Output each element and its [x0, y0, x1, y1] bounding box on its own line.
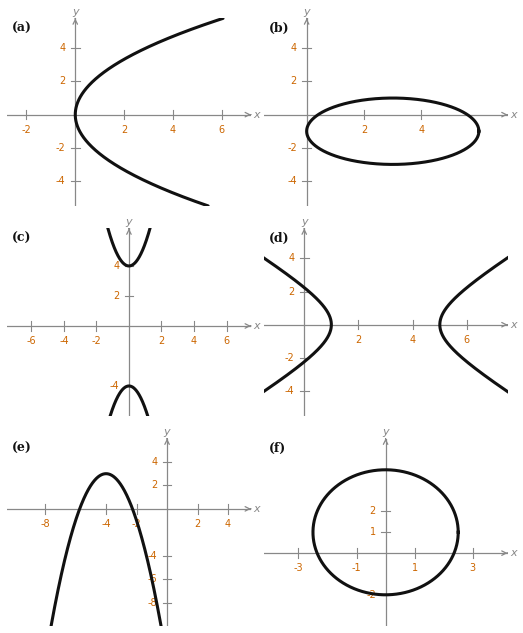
Text: 2: 2 — [113, 291, 119, 301]
Text: -6: -6 — [27, 336, 36, 346]
Text: -8: -8 — [148, 598, 157, 608]
Text: (d): (d) — [268, 232, 289, 245]
Text: -4: -4 — [101, 519, 111, 529]
Text: y: y — [126, 216, 132, 227]
Text: (e): (e) — [12, 442, 32, 455]
Text: 2: 2 — [370, 506, 376, 517]
Text: 3: 3 — [470, 563, 476, 573]
Text: y: y — [164, 427, 170, 437]
Text: -4: -4 — [148, 551, 157, 561]
Text: y: y — [382, 427, 389, 437]
Text: 2: 2 — [59, 77, 65, 87]
Text: (b): (b) — [268, 22, 289, 35]
Text: x: x — [510, 320, 517, 330]
Text: y: y — [301, 216, 308, 227]
Text: 4: 4 — [289, 253, 294, 263]
Text: 2: 2 — [355, 335, 361, 345]
Text: 4: 4 — [291, 43, 297, 53]
Text: (c): (c) — [12, 232, 31, 245]
Text: 2: 2 — [288, 287, 294, 296]
Text: -2: -2 — [92, 336, 101, 346]
Text: 2: 2 — [121, 125, 127, 135]
Text: x: x — [253, 504, 260, 514]
Text: 2: 2 — [151, 480, 157, 491]
Text: 2: 2 — [195, 519, 201, 529]
Text: -2: -2 — [287, 143, 297, 153]
Text: (f): (f) — [268, 442, 286, 455]
Text: 1: 1 — [412, 563, 418, 573]
Text: 4: 4 — [418, 125, 425, 135]
Text: -8: -8 — [40, 519, 50, 529]
Text: 4: 4 — [113, 261, 119, 271]
Text: 2: 2 — [361, 125, 367, 135]
Text: (a): (a) — [12, 22, 32, 35]
Text: -6: -6 — [148, 574, 157, 584]
Text: 6: 6 — [219, 125, 225, 135]
Text: -4: -4 — [56, 176, 65, 186]
Text: 4: 4 — [225, 519, 231, 529]
Text: -4: -4 — [287, 176, 297, 186]
Text: -4: -4 — [59, 336, 69, 346]
Text: -3: -3 — [293, 563, 303, 573]
Text: y: y — [303, 6, 310, 16]
Text: -2: -2 — [56, 143, 65, 153]
Text: 4: 4 — [170, 125, 176, 135]
Text: -2: -2 — [366, 590, 376, 600]
Text: -1: -1 — [352, 563, 361, 573]
Text: 6: 6 — [223, 336, 230, 346]
Text: x: x — [510, 110, 517, 120]
Text: y: y — [72, 6, 78, 16]
Text: -2: -2 — [132, 519, 141, 529]
Text: 6: 6 — [464, 335, 470, 345]
Text: 4: 4 — [60, 43, 65, 53]
Text: -4: -4 — [285, 386, 294, 396]
Text: -4: -4 — [110, 381, 119, 391]
Text: 4: 4 — [191, 336, 197, 346]
Text: 4: 4 — [410, 335, 416, 345]
Text: -2: -2 — [285, 353, 294, 363]
Text: -2: -2 — [21, 125, 31, 135]
Text: 4: 4 — [151, 457, 157, 467]
Text: x: x — [510, 548, 517, 558]
Text: 2: 2 — [158, 336, 165, 346]
Text: x: x — [253, 321, 260, 331]
Text: 1: 1 — [370, 527, 376, 537]
Text: x: x — [253, 110, 260, 120]
Text: 2: 2 — [291, 77, 297, 87]
